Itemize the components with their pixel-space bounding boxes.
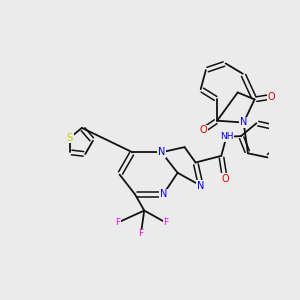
Text: N: N xyxy=(160,189,167,200)
Text: O: O xyxy=(267,92,275,102)
Text: NH: NH xyxy=(220,132,233,141)
Text: F: F xyxy=(115,218,120,227)
Text: F: F xyxy=(163,218,168,227)
Text: N: N xyxy=(240,118,247,128)
Text: N: N xyxy=(197,181,204,190)
Text: S: S xyxy=(67,133,73,143)
Text: F: F xyxy=(138,229,143,238)
Text: O: O xyxy=(200,125,207,135)
Text: N: N xyxy=(158,147,165,157)
Text: O: O xyxy=(221,174,229,184)
